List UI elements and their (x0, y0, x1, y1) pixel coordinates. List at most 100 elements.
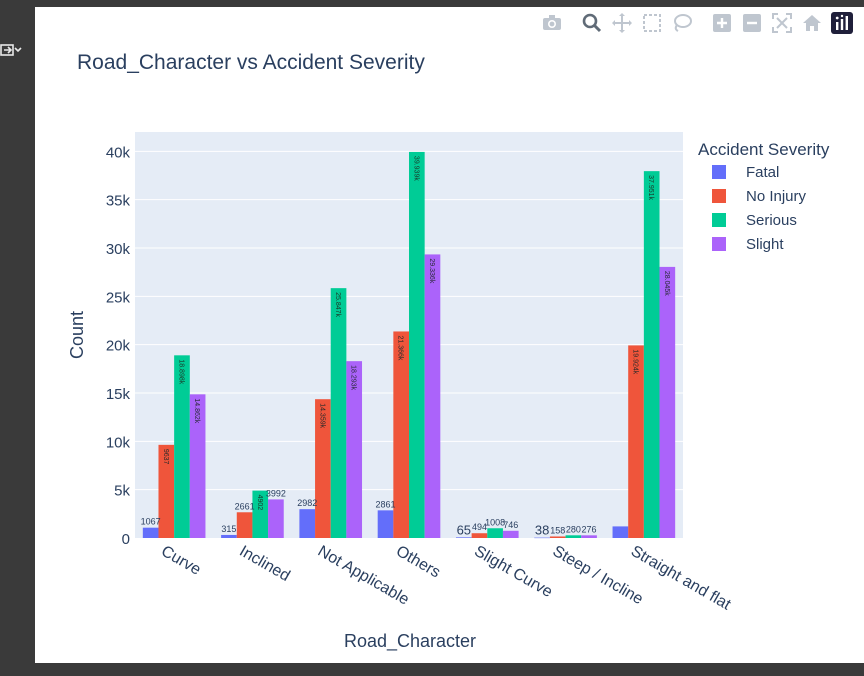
legend-entry[interactable]: Fatal (746, 164, 779, 181)
bar-value-label: 3992 (266, 488, 286, 498)
x-tick-label: Straight and flat (628, 543, 734, 614)
chart-svg: Road_Character vs Accident Severity 0 5k 1… (67, 51, 830, 652)
bar[interactable] (487, 528, 503, 538)
bar-value-label: 746 (503, 520, 518, 530)
plotly-modebar (540, 11, 860, 35)
legend-swatch[interactable] (712, 165, 726, 179)
bar[interactable] (471, 533, 488, 538)
bar-value-label: 315 (221, 524, 236, 534)
bar[interactable] (659, 266, 676, 538)
bar-value-label: 21.366k (397, 335, 404, 360)
window-top-strip (0, 0, 864, 7)
bar-value-label: 39.939k (412, 156, 419, 181)
plot-panel: Road_Character vs Accident Severity 0 5k 1… (35, 7, 864, 663)
bar[interactable] (502, 530, 519, 538)
bar[interactable] (565, 535, 582, 538)
bar[interactable] (628, 345, 644, 538)
autoscale-icon[interactable] (770, 11, 794, 35)
chart-title: Road_Character vs Accident Severity (77, 51, 425, 74)
legend-swatch[interactable] (712, 237, 726, 251)
bar-value-label: 1008 (485, 517, 505, 527)
bar[interactable] (174, 355, 190, 538)
bar[interactable] (189, 394, 206, 538)
bar[interactable] (409, 151, 425, 538)
zoom-icon[interactable] (580, 11, 604, 35)
y-axis-label: Count (67, 311, 87, 359)
bar[interactable] (330, 288, 347, 538)
bar-value-label: 280 (566, 524, 581, 534)
y-tick-label: 0 (122, 531, 130, 548)
x-tick-label: Inclined (236, 543, 292, 585)
y-tick-label: 40k (106, 144, 131, 161)
legend-entry[interactable]: Serious (746, 212, 797, 229)
bar-value-label: 65 (457, 522, 471, 537)
bars (142, 151, 676, 539)
bar-value-label: 18.898k (177, 359, 184, 384)
bar-value-label: 494 (472, 522, 487, 532)
legend-swatch[interactable] (712, 213, 726, 227)
lasso-select-icon[interactable] (670, 11, 694, 35)
legend-title: Accident Severity (698, 140, 830, 159)
bar[interactable] (142, 527, 159, 538)
legend-entry[interactable]: Slight (746, 236, 784, 253)
y-tick-label: 15k (106, 386, 131, 403)
plotly-logo-icon[interactable] (830, 11, 854, 35)
bar[interactable] (455, 537, 472, 538)
bar[interactable] (346, 361, 363, 538)
bar-value-label: 29.336k (428, 258, 435, 283)
pan-icon[interactable] (610, 11, 634, 35)
bar-value-label: 4902 (256, 495, 263, 511)
y-tick-label: 20k (106, 338, 131, 355)
y-tick-label: 25k (106, 289, 131, 306)
zoom-in-icon[interactable] (710, 11, 734, 35)
bar-value-label: 276 (582, 524, 597, 534)
expand-output-icon[interactable] (0, 38, 22, 62)
bar[interactable] (268, 499, 284, 538)
bar-value-label: 1067 (141, 517, 161, 527)
bar-value-label: 2982 (297, 498, 317, 508)
x-tick-label: Others (393, 543, 443, 582)
x-tick-label: Curve (158, 543, 204, 579)
bar-value-label: 38 (535, 523, 549, 538)
bar-labels: 1067 315 2982 2861 65 38 9637 2661 14.359k 21.366… (141, 156, 670, 538)
bar-value-label: 2861 (375, 499, 395, 509)
y-tick-label: 10k (106, 434, 131, 451)
y-tick-label: 30k (106, 241, 131, 258)
bar-value-label: 25.847k (334, 292, 341, 317)
x-axis-label: Road_Character (344, 631, 476, 652)
camera-icon[interactable] (540, 11, 564, 35)
bar-value-label: 19.924k (632, 349, 639, 374)
legend-entry[interactable]: No Injury (746, 188, 807, 205)
legend-swatch[interactable] (712, 189, 726, 203)
bar[interactable] (643, 171, 660, 539)
bar[interactable] (221, 534, 237, 538)
bar[interactable] (612, 526, 629, 538)
bar[interactable] (534, 537, 550, 539)
bar[interactable] (393, 331, 409, 538)
bar[interactable] (252, 490, 269, 538)
bar-value-label: 158 (550, 525, 565, 535)
bar[interactable] (299, 509, 316, 538)
bar[interactable] (581, 535, 597, 538)
bar-value-label: 14.862k (193, 398, 200, 423)
zoom-out-icon[interactable] (740, 11, 764, 35)
bar-value-label: 2661 (235, 501, 255, 511)
bar[interactable] (424, 254, 441, 538)
bar-value-label: 18.293k (350, 365, 357, 390)
bar-value-label: 28.045k (663, 271, 670, 296)
bar[interactable] (236, 512, 253, 538)
bar[interactable] (549, 536, 566, 538)
y-tick-label: 5k (114, 483, 130, 500)
bar-value-label: 37.951k (647, 175, 654, 200)
bar[interactable] (377, 510, 394, 538)
bar-value-label: 14.359k (318, 403, 325, 428)
bar[interactable] (158, 444, 175, 538)
legend: Fatal No Injury Serious Slight (712, 164, 807, 253)
reset-axes-icon[interactable] (800, 11, 824, 35)
box-select-icon[interactable] (640, 11, 664, 35)
y-axis-ticks: 0 5k 10k 15k 20k 25k 30k 35k 40k (106, 144, 131, 548)
x-tick-label: Slight Curve (471, 543, 555, 601)
y-tick-label: 35k (106, 193, 131, 210)
bar[interactable] (315, 399, 331, 538)
